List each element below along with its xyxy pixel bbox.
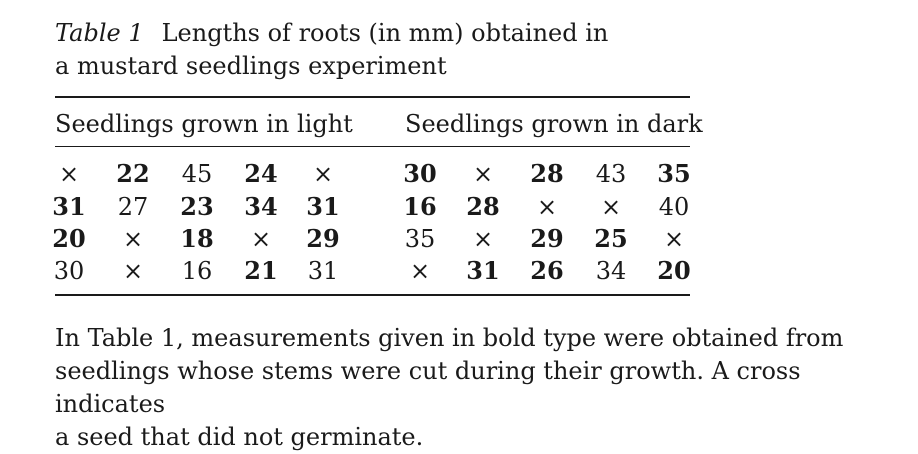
- table-cell: ×: [122, 257, 144, 285]
- table-cell: ×: [409, 257, 431, 285]
- caption-label: Table 1: [55, 19, 144, 47]
- table-cell: 18: [180, 224, 214, 253]
- table-cell: 16: [181, 257, 213, 285]
- table-caption: Table 1 Lengths of roots (in mm) obtained…: [55, 17, 608, 83]
- table-cell: ×: [58, 160, 80, 188]
- table-cell: 45: [181, 160, 213, 188]
- table-cell: 16: [403, 192, 437, 221]
- table-cell: 28: [530, 159, 564, 188]
- table-top-rule: [55, 96, 690, 98]
- table-cell: 30: [53, 257, 85, 285]
- table-cell: ×: [122, 225, 144, 253]
- table-cell: 31: [307, 257, 339, 285]
- table-cell: 31: [52, 192, 86, 221]
- table-cell: 43: [595, 160, 627, 188]
- table-cell: 28: [466, 192, 500, 221]
- table-header-rule: [55, 146, 690, 147]
- table-cell: 35: [404, 225, 436, 253]
- caption-title-line-1: Lengths of roots (in mm) obtained in: [161, 19, 609, 47]
- group-header-light: Seedlings grown in light: [55, 110, 353, 138]
- table-cell: 25: [594, 224, 628, 253]
- table-cell: 35: [657, 159, 691, 188]
- table-cell: 31: [306, 192, 340, 221]
- footnote-line-3: a seed that did not germinate.: [55, 423, 424, 451]
- table-cell: ×: [536, 193, 558, 221]
- table-cell: ×: [663, 225, 685, 253]
- table-cell: 30: [403, 159, 437, 188]
- table-cell: 20: [657, 256, 691, 285]
- table-cell: 20: [52, 224, 86, 253]
- table-cell: 27: [117, 193, 149, 221]
- table-cell: 31: [466, 256, 500, 285]
- table-cell: 29: [530, 224, 564, 253]
- table-cell: 26: [530, 256, 564, 285]
- caption-line-1: Table 1 Lengths of roots (in mm) obtained…: [55, 17, 608, 50]
- table-cell: 34: [595, 257, 627, 285]
- table-cell: 40: [658, 193, 690, 221]
- table-cell: ×: [250, 225, 272, 253]
- caption-title-line-2: a mustard seedlings experiment: [55, 52, 447, 80]
- table-cell: ×: [600, 193, 622, 221]
- table-cell: ×: [312, 160, 334, 188]
- table-cell: 34: [244, 192, 278, 221]
- footnote-line-1: In Table 1, measurements given in bold t…: [55, 324, 844, 352]
- table-cell: 21: [244, 256, 278, 285]
- table-footnote: In Table 1, measurements given in bold t…: [55, 322, 915, 454]
- table-cell: 24: [244, 159, 278, 188]
- table-cell: 22: [116, 159, 150, 188]
- table-cell: 29: [306, 224, 340, 253]
- table-cell: ×: [472, 160, 494, 188]
- table-cell: 23: [180, 192, 214, 221]
- table-cell: ×: [472, 225, 494, 253]
- footnote-line-2: seedlings whose stems were cut during th…: [55, 357, 801, 418]
- group-header-dark: Seedlings grown in dark: [405, 110, 703, 138]
- table-bottom-rule: [55, 294, 690, 296]
